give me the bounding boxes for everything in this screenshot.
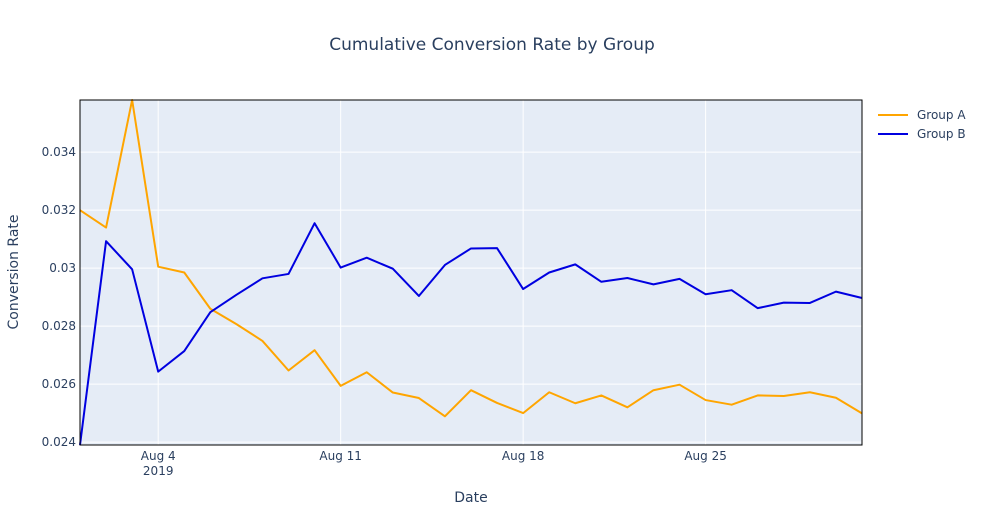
plot-frame [79,99,863,446]
plot-area [80,100,862,445]
y-gridlines [80,151,862,443]
series-line-group-b [79,222,863,446]
x-tick-label: Aug 4 [141,449,176,463]
y-tick-label: 0.034 [42,145,76,159]
y-tick-label: 0.028 [42,319,76,333]
legend-label-group-a: Group A [917,108,966,122]
series-lines [79,99,863,446]
y-tick-label: 0.032 [42,203,76,217]
x-gridlines [157,100,707,445]
chart-title: Cumulative Conversion Rate by Group [329,35,655,55]
x-tick-label: Aug 18 [502,449,545,463]
y-tick-label: 0.024 [42,435,76,449]
x-tick-label: Aug 11 [319,449,362,463]
x-tick-sublabel: 2019 [143,464,174,478]
x-axis-title: Date [454,490,487,506]
legend: Group A Group B [878,108,966,141]
y-tick-label: 0.026 [42,377,76,391]
y-tick-labels: 0.024 0.026 0.028 0.03 0.032 0.034 [42,145,76,449]
x-tick-label: Aug 25 [684,449,727,463]
y-axis-title: Conversion Rate [6,214,22,329]
y-tick-label: 0.03 [49,261,76,275]
legend-label-group-b: Group B [917,127,966,141]
series-line-group-a [79,99,863,418]
